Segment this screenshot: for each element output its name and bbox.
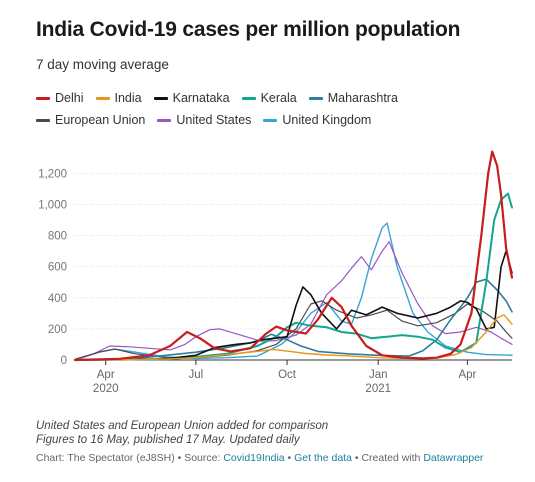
legend-item-delhi: Delhi bbox=[36, 87, 84, 109]
legend-label: Kerala bbox=[260, 91, 297, 105]
note-figures-date: Figures to 16 May, published 17 May. Upd… bbox=[36, 434, 300, 446]
legend-item-european-union: European Union bbox=[36, 109, 145, 131]
chart-notes: United States and European Union added f… bbox=[36, 419, 328, 447]
legend-swatch bbox=[153, 96, 168, 100]
y-tick-label: 600 bbox=[48, 262, 67, 274]
source-link[interactable]: Covid19India bbox=[223, 452, 285, 464]
x-tick-label: Jan bbox=[369, 369, 388, 381]
series-line-united-kingdom bbox=[74, 222, 513, 361]
x-tick-year: 2021 bbox=[365, 383, 391, 395]
series-line-karnataka bbox=[74, 250, 513, 361]
legend-swatch bbox=[36, 96, 50, 100]
legend-label: European Union bbox=[55, 113, 146, 127]
credit-author: Chart: The Spectator (eJ8SH) bbox=[36, 452, 175, 464]
x-tick-year: 2020 bbox=[93, 383, 119, 395]
note-comparison: United States and European Union added f… bbox=[36, 420, 329, 432]
x-tick-label: Oct bbox=[278, 369, 297, 381]
series-line-european-union bbox=[74, 300, 513, 360]
y-tick-label: 200 bbox=[48, 324, 67, 336]
datawrapper-link[interactable]: Datawrapper bbox=[423, 452, 484, 464]
y-tick-label: 400 bbox=[48, 293, 67, 305]
legend-item-india: India bbox=[95, 87, 142, 109]
series-line-india bbox=[74, 314, 513, 361]
legend-item-united-kingdom: United Kingdom bbox=[263, 109, 371, 131]
legend-label: Maharashtra bbox=[327, 91, 398, 105]
line-chart: 0 200 400 600 800 1,000 1,200 Apr 2020 Jul Oct Jan 2… bbox=[38, 150, 514, 395]
chart-subtitle: 7 day moving average bbox=[36, 57, 169, 72]
legend-label: United Kingdom bbox=[282, 113, 372, 127]
credit-sep-data: • bbox=[284, 452, 295, 464]
series-line-delhi bbox=[73, 150, 514, 362]
legend-row: Delhi India Karnataka Kerala Maharashtra Euro… bbox=[36, 87, 506, 131]
legend-item-karnataka: Karnataka bbox=[153, 87, 230, 109]
chart-credit: Chart: The Spectator (eJ8SH) • Source: C… bbox=[36, 452, 483, 464]
legend-item-kerala: Kerala bbox=[241, 87, 297, 109]
credit-sep-tool: • Created with bbox=[351, 452, 424, 464]
credit-sep-source: • Source: bbox=[174, 452, 224, 464]
x-tick-label: Jul bbox=[189, 369, 204, 381]
get-data-link[interactable]: Get the data bbox=[294, 452, 352, 464]
legend-swatch bbox=[95, 96, 110, 100]
legend-label: United States bbox=[176, 113, 252, 127]
series-line-kerala bbox=[74, 192, 513, 361]
chart-title: India Covid-19 cases per million populat… bbox=[36, 18, 461, 41]
legend-label: Karnataka bbox=[172, 91, 230, 105]
legend-item-united-states: United States bbox=[157, 109, 251, 131]
legend-swatch bbox=[157, 118, 172, 122]
y-tick-label: 1,000 bbox=[38, 199, 67, 211]
legend-label: Delhi bbox=[55, 91, 84, 105]
y-tick-label: 1,200 bbox=[38, 168, 67, 180]
x-tick-label: Apr bbox=[458, 369, 476, 381]
legend-swatch bbox=[308, 96, 323, 100]
series-line-united-states bbox=[74, 241, 513, 361]
x-tick-label: Apr bbox=[97, 369, 115, 381]
legend-swatch bbox=[36, 118, 50, 122]
legend-label: India bbox=[114, 91, 142, 105]
legend-item-maharashtra: Maharashtra bbox=[308, 87, 398, 109]
y-tick-label: 800 bbox=[48, 231, 67, 243]
y-tick-label: 0 bbox=[61, 355, 67, 367]
legend-swatch bbox=[263, 118, 278, 122]
legend-swatch bbox=[241, 96, 256, 100]
chart-legend: Delhi India Karnataka Kerala Maharashtra Euro… bbox=[36, 87, 506, 131]
